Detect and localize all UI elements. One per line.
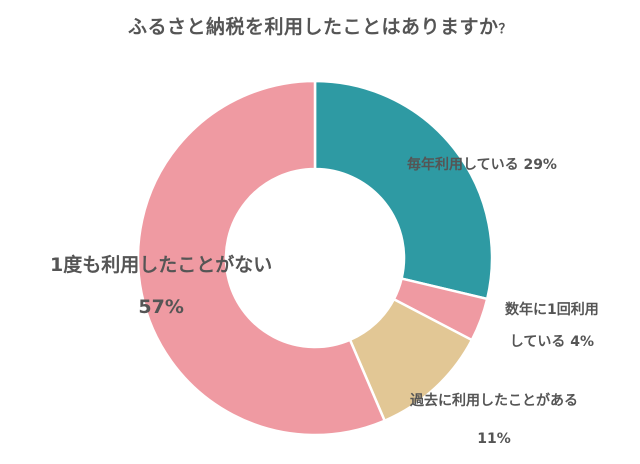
label-never-line1: 1度も利用したことがない: [50, 254, 273, 276]
label-yearly: 毎年利用している 29%: [407, 154, 557, 174]
chart-title-text: ふるさと納税を利用したことはありますか: [127, 16, 499, 38]
donut-slices: [136, 79, 494, 437]
label-past-line1: 過去に利用したことがある: [410, 393, 578, 409]
label-few-years-line1: 数年に1回利用: [505, 302, 599, 318]
label-past: 過去に利用したことがある 11%: [410, 382, 578, 458]
label-few-years: 数年に1回利用 している 4%: [505, 294, 599, 358]
label-few-years-line2: している 4%: [509, 334, 594, 350]
label-never-line2: 57%: [138, 296, 184, 318]
chart-title: ふるさと納税を利用したことはありますか？: [0, 12, 640, 39]
chart-title-qmark: ？: [498, 22, 513, 37]
label-never: 1度も利用したことがない 57%: [50, 244, 272, 328]
slice-never: [136, 79, 387, 437]
slice-yearly: [313, 79, 494, 301]
label-yearly-text: 毎年利用している 29%: [407, 157, 557, 173]
label-past-line2: 11%: [477, 431, 511, 447]
